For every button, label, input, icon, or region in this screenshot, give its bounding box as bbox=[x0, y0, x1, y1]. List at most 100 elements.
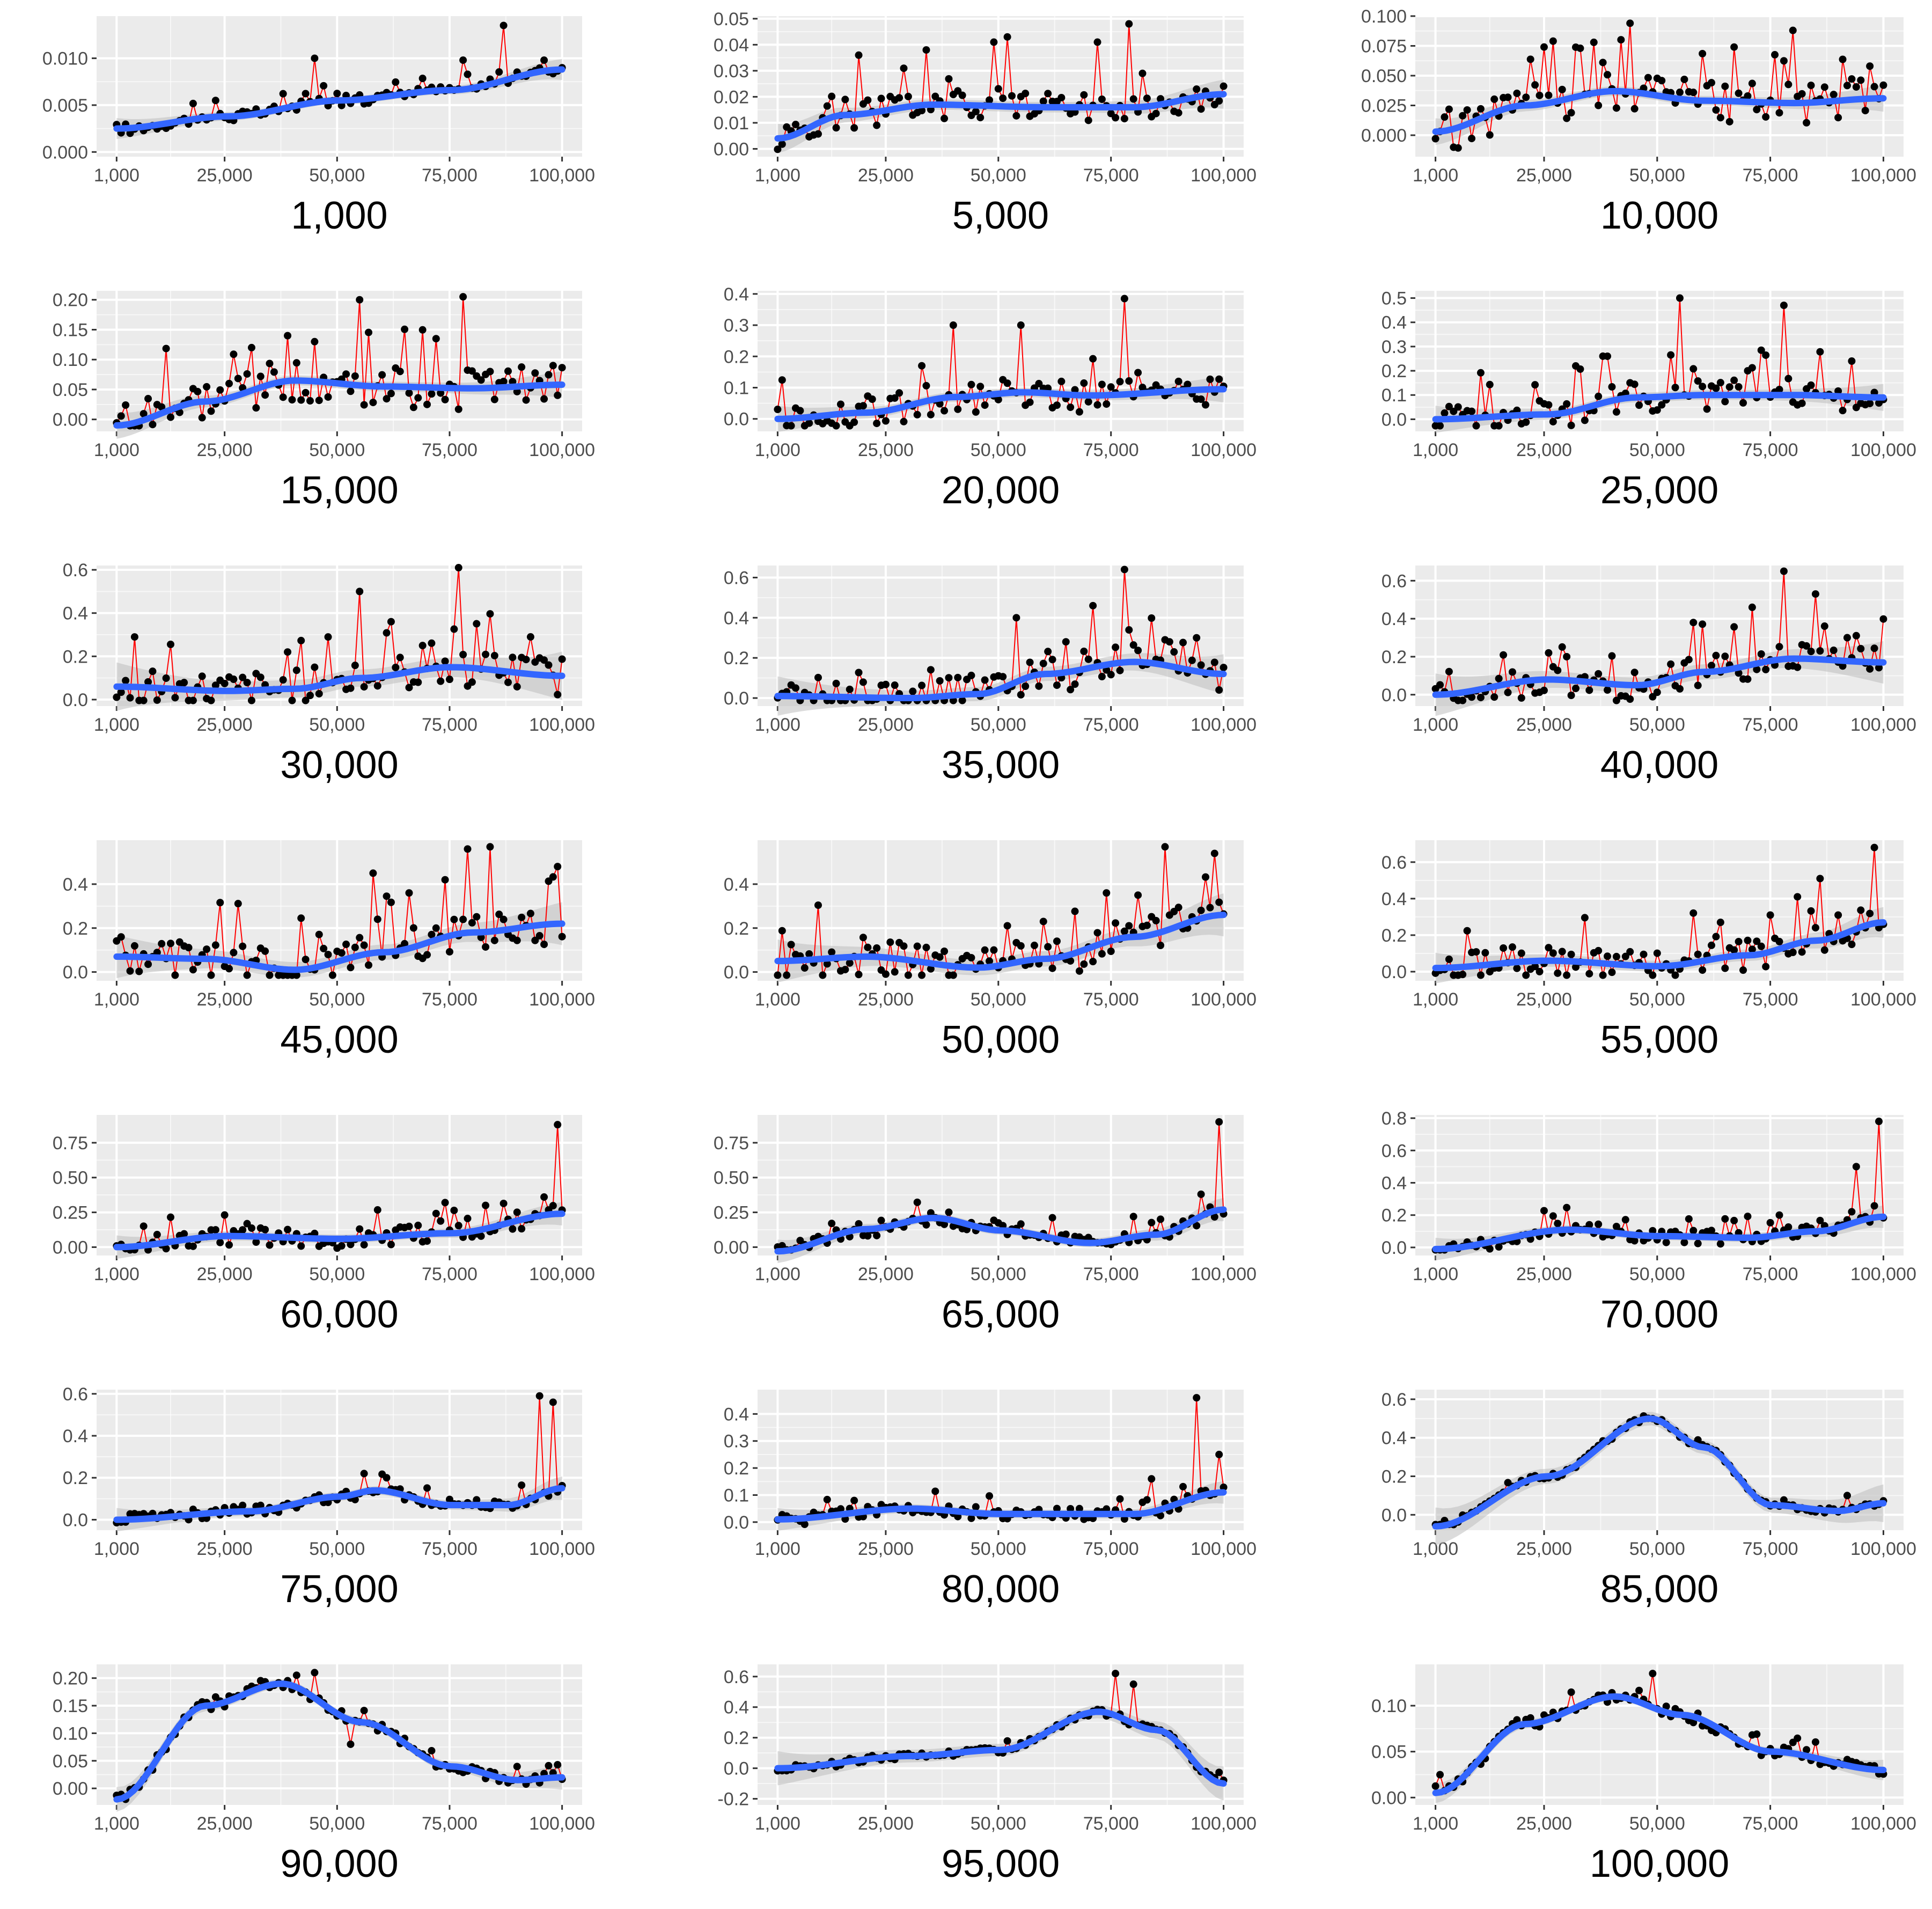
data-point bbox=[1057, 94, 1066, 102]
facet-panel: 1,000 25,000 50,000 75,000 100,000 0.0 0.1 0.2 0… bbox=[1382, 289, 1916, 512]
data-point bbox=[230, 949, 238, 957]
x-tick-label: 75,000 bbox=[1743, 1264, 1798, 1284]
data-point bbox=[441, 657, 449, 665]
data-point bbox=[1215, 686, 1223, 694]
data-point bbox=[1766, 1218, 1774, 1227]
data-point bbox=[230, 350, 238, 358]
x-tick-label: 50,000 bbox=[971, 989, 1026, 1010]
x-tick-label: 75,000 bbox=[1083, 715, 1139, 735]
data-point bbox=[1441, 113, 1449, 121]
data-point bbox=[1558, 948, 1566, 956]
data-point bbox=[994, 395, 1002, 403]
data-point bbox=[1757, 650, 1765, 658]
data-point bbox=[288, 696, 296, 704]
data-point bbox=[545, 371, 553, 379]
data-point bbox=[900, 417, 908, 425]
data-point bbox=[418, 75, 427, 83]
data-point bbox=[1035, 380, 1043, 388]
data-point bbox=[1531, 81, 1539, 89]
data-point bbox=[1197, 906, 1205, 914]
data-point bbox=[383, 629, 391, 637]
data-point bbox=[1671, 384, 1679, 392]
y-tick-label: 0.5 bbox=[1382, 289, 1407, 309]
data-point bbox=[1803, 119, 1811, 127]
data-point bbox=[1879, 615, 1887, 623]
y-tick-label: 0.75 bbox=[714, 1133, 749, 1154]
data-point bbox=[1048, 964, 1056, 972]
facet-panel: 1,000 25,000 50,000 75,000 100,000 0.00 0.01 0.… bbox=[714, 9, 1257, 237]
x-tick-label: 50,000 bbox=[971, 165, 1026, 186]
facet-panel: 1,000 25,000 50,000 75,000 100,000 0.0 0.2 0.4 0… bbox=[1382, 840, 1916, 1061]
data-point bbox=[342, 941, 350, 949]
data-point bbox=[1816, 647, 1824, 655]
data-point bbox=[1107, 383, 1115, 391]
data-point bbox=[1549, 417, 1557, 425]
panel-background bbox=[97, 1115, 582, 1255]
data-point bbox=[1757, 942, 1765, 950]
data-point bbox=[207, 407, 215, 415]
data-point bbox=[1148, 1218, 1156, 1227]
y-tick-label: 0.3 bbox=[724, 1431, 749, 1452]
data-point bbox=[1839, 55, 1847, 63]
data-point bbox=[922, 1221, 930, 1229]
data-point bbox=[1694, 681, 1702, 689]
data-point bbox=[1197, 661, 1205, 669]
data-point bbox=[356, 1225, 364, 1233]
data-point bbox=[356, 588, 364, 596]
y-tick-label: 0.2 bbox=[1382, 1206, 1407, 1226]
y-tick-label: 0.4 bbox=[1382, 889, 1407, 909]
data-point bbox=[1739, 399, 1747, 407]
x-tick-label: 50,000 bbox=[309, 440, 365, 460]
data-point bbox=[1513, 964, 1521, 972]
data-point bbox=[1008, 92, 1016, 100]
data-point bbox=[1721, 82, 1729, 90]
data-point bbox=[1699, 620, 1707, 628]
data-point bbox=[1152, 109, 1160, 118]
data-point bbox=[1093, 38, 1101, 46]
y-tick-label: 0.75 bbox=[53, 1133, 88, 1154]
data-point bbox=[1022, 90, 1030, 98]
data-point bbox=[1811, 1738, 1819, 1746]
x-tick-label: 25,000 bbox=[197, 715, 253, 735]
x-tick-label: 25,000 bbox=[858, 715, 914, 735]
panel-title: 55,000 bbox=[1600, 1018, 1718, 1061]
data-point bbox=[922, 381, 930, 390]
data-point bbox=[1129, 95, 1137, 103]
data-point bbox=[1129, 1680, 1137, 1688]
facet-panel: 1,000 25,000 50,000 75,000 100,000 0.0 0.1 0.2 0… bbox=[724, 284, 1257, 512]
data-point bbox=[540, 1193, 548, 1201]
data-point bbox=[234, 900, 242, 908]
data-point bbox=[1784, 1223, 1793, 1231]
data-point bbox=[1508, 668, 1516, 676]
data-point bbox=[931, 92, 939, 100]
data-point bbox=[1540, 686, 1548, 694]
x-tick-label: 75,000 bbox=[1083, 440, 1139, 460]
data-point bbox=[1576, 365, 1584, 373]
x-tick-label: 50,000 bbox=[971, 715, 1026, 735]
data-point bbox=[333, 90, 341, 98]
data-point bbox=[1508, 943, 1516, 951]
data-point bbox=[342, 370, 350, 378]
data-point bbox=[881, 970, 890, 978]
data-point bbox=[1459, 696, 1467, 704]
data-point bbox=[1536, 91, 1544, 99]
y-tick-label: 0.6 bbox=[724, 1667, 749, 1687]
data-point bbox=[1148, 1475, 1156, 1483]
data-point bbox=[1852, 1163, 1860, 1171]
x-tick-label: 25,000 bbox=[1516, 1813, 1572, 1834]
data-point bbox=[945, 1208, 953, 1216]
x-tick-label: 100,000 bbox=[529, 1813, 595, 1834]
data-point bbox=[877, 1216, 885, 1224]
data-point bbox=[1522, 93, 1530, 101]
x-tick-label: 1,000 bbox=[94, 1813, 139, 1834]
data-point bbox=[913, 410, 921, 418]
data-point bbox=[941, 947, 949, 955]
smooth-curve bbox=[1432, 1415, 1887, 1530]
y-tick-label: 0.2 bbox=[724, 648, 749, 669]
data-point bbox=[1138, 69, 1147, 77]
data-point bbox=[428, 1746, 436, 1754]
data-point bbox=[423, 1237, 431, 1245]
data-point bbox=[918, 107, 926, 115]
data-point bbox=[855, 971, 863, 979]
